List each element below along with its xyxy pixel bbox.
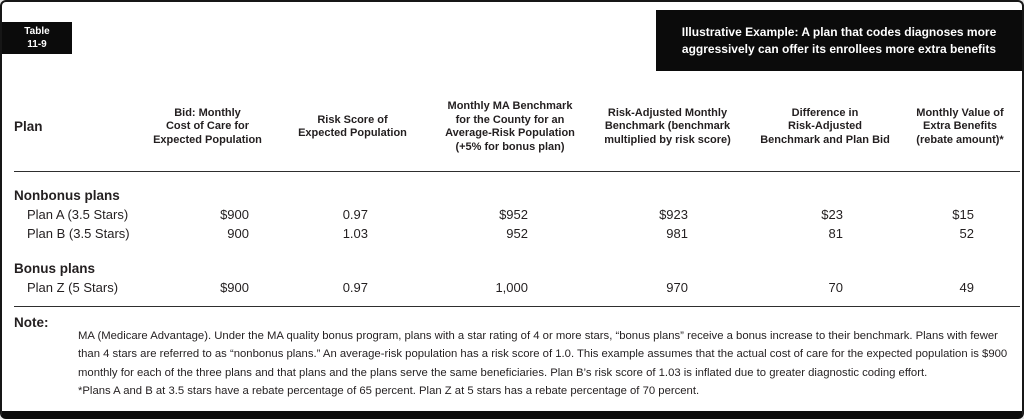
extra-benefits-value: $15 <box>952 207 974 222</box>
note-text: MA (Medicare Advantage). Under the MA qu… <box>78 327 1007 400</box>
column-header-risk-adjusted-benchmark: Risk-Adjusted Monthly Benchmark (benchma… <box>604 106 731 146</box>
plan-name: Plan B (3.5 Stars) <box>27 226 130 241</box>
risk-adjusted-benchmark-value: 981 <box>666 226 688 241</box>
column-header-risk-score: Risk Score of Expected Population <box>298 113 407 140</box>
difference-value: $23 <box>821 207 843 222</box>
note-line: MA (Medicare Advantage). Under the MA qu… <box>78 330 998 342</box>
table-tag-word: Table <box>24 26 50 37</box>
table-title-banner: Illustrative Example: A plan that codes … <box>656 10 1022 71</box>
difference-value: 70 <box>828 280 843 295</box>
bid-value: $900 <box>220 280 249 295</box>
section-header-nonbonus: Nonbonus plans <box>14 188 120 203</box>
extra-benefits-value: 52 <box>959 226 974 241</box>
risk-adjusted-benchmark-value: $923 <box>659 207 688 222</box>
risk-score-value: 1.03 <box>342 226 368 241</box>
banner-line-2: aggressively can offer its enrollees mor… <box>681 41 997 56</box>
benchmark-value: 1,000 <box>495 280 528 295</box>
table-row-plan-b: Plan B (3.5 Stars) 900 1.03 952 981 81 5… <box>14 224 1015 243</box>
column-header-difference: Difference in Risk-Adjusted Benchmark an… <box>760 106 890 146</box>
column-header-benchmark: Monthly MA Benchmark for the County for … <box>445 100 575 153</box>
table-row-plan-z: Plan Z (5 Stars) $900 0.97 1,000 970 70 … <box>14 278 1015 297</box>
bid-value: 900 <box>227 226 249 241</box>
note-line: than 4 stars are referred to as “nonbonu… <box>78 348 1008 361</box>
header-rule <box>14 171 1020 172</box>
column-header-bid: Bid: Monthly Cost of Care for Expected P… <box>153 106 262 146</box>
extra-benefits-value: 49 <box>959 280 974 295</box>
plan-name: Plan Z (5 Stars) <box>27 280 119 295</box>
table-number-tag: Table 11-9 <box>2 22 72 54</box>
note-line: monthly for each of the three plans and … <box>78 366 928 379</box>
banner-line-1: Illustrative Example: A plan that codes … <box>681 25 997 39</box>
column-header-extra-benefits: Monthly Value of Extra Benefits (rebate … <box>916 106 1004 146</box>
section-header-bonus: Bonus plans <box>14 261 96 276</box>
risk-score-value: 0.97 <box>342 207 368 222</box>
bottom-rule <box>14 306 1020 307</box>
table-body: Nonbonus plans Plan A (3.5 Stars) $900 0… <box>14 186 1015 297</box>
risk-adjusted-benchmark-value: 970 <box>666 280 688 295</box>
note-label: Note: <box>14 315 49 330</box>
table-header-row: Plan Bid: Monthly Cost of Care for Expec… <box>14 88 1015 166</box>
note-line: *Plans A and B at 3.5 stars have a rebat… <box>78 384 700 397</box>
difference-value: 81 <box>828 226 843 241</box>
section-gap <box>14 243 1015 259</box>
bid-value: $900 <box>220 207 249 222</box>
column-header-plan: Plan <box>14 119 43 135</box>
benchmark-value: 952 <box>506 226 528 241</box>
risk-score-value: 0.97 <box>342 280 368 295</box>
plan-name: Plan A (3.5 Stars) <box>27 207 129 222</box>
table-row-plan-a: Plan A (3.5 Stars) $900 0.97 $952 $923 $… <box>14 205 1015 224</box>
benchmark-value: $952 <box>499 207 528 222</box>
table-tag-number: 11-9 <box>27 39 47 50</box>
